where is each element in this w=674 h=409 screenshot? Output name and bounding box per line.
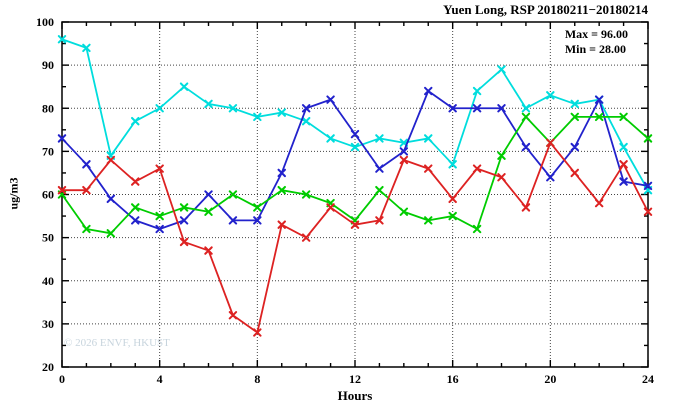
watermark: © 2026 ENVF, HKUST <box>64 337 170 349</box>
x-axis-label: Hours <box>337 388 373 403</box>
x-tick-label: 24 <box>642 372 654 386</box>
x-tick-label: 16 <box>447 372 459 386</box>
x-tick-label: 4 <box>157 372 163 386</box>
y-tick-label: 70 <box>42 144 54 158</box>
series-markers-day-20180213-green <box>57 112 653 238</box>
y-tick-label: 50 <box>42 231 54 245</box>
y-tick-label: 60 <box>42 188 54 202</box>
y-tick-label: 40 <box>42 274 54 288</box>
y-tick-label: 80 <box>42 101 54 115</box>
y-tick-label: 30 <box>42 317 54 331</box>
x-tick-label: 8 <box>254 372 260 386</box>
series-markers-day-20180214-red <box>57 138 653 337</box>
x-tick-label: 0 <box>59 372 65 386</box>
series-markers-day-20180212-blue <box>57 86 653 234</box>
y-axis-label: ug/m3 <box>6 177 21 210</box>
y-tick-label: 20 <box>42 360 54 374</box>
y-tick-label: 90 <box>42 58 54 72</box>
x-tick-label: 12 <box>349 372 361 386</box>
x-tick-label: 20 <box>544 372 556 386</box>
chart-title: Yuen Long, RSP 20180211−20180214 <box>443 2 648 17</box>
legend-max-line: Max = 96.00 <box>564 27 628 41</box>
y-tick-label: 100 <box>36 15 54 29</box>
chart-legend: Max = 96.00 Min = 28.00 <box>565 27 628 57</box>
legend-min-line: Min = 28.00 <box>564 42 626 56</box>
